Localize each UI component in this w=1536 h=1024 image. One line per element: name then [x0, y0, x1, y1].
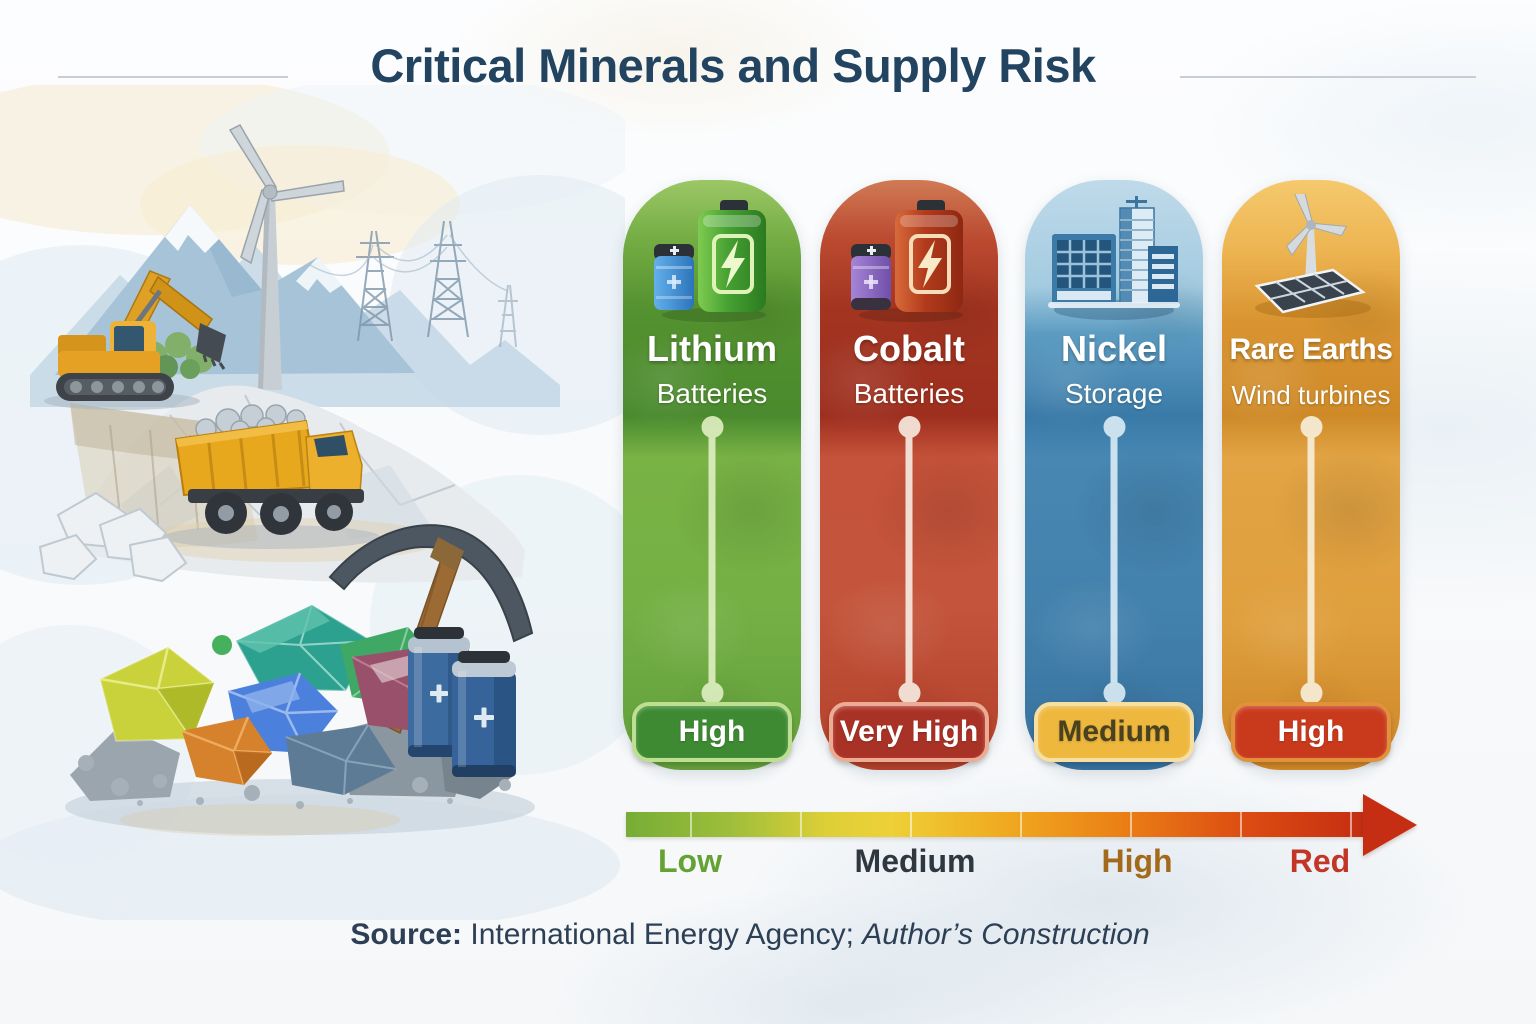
scale-label-medium: Medium — [854, 843, 976, 879]
power-pylons-illustration — [309, 220, 518, 348]
scale-label-red: Red — [1289, 843, 1351, 879]
cobalt-battery-icon — [851, 200, 963, 322]
card-mineral-name: Rare Earths — [1229, 333, 1393, 366]
card-nickel: Nickel Storage Medium — [1025, 180, 1203, 770]
risk-badge: High — [1231, 702, 1391, 762]
title-divider-right — [1180, 76, 1476, 78]
risk-badge: High — [632, 702, 792, 762]
risk-track — [708, 427, 716, 693]
card-application: Batteries — [656, 378, 768, 409]
risk-badge: Medium — [1034, 702, 1194, 762]
scale-divider — [800, 812, 802, 837]
card-mineral-name: Nickel — [1060, 328, 1168, 369]
source-agency: International Energy Agency; — [462, 918, 863, 951]
storage-facility-icon — [1048, 196, 1180, 320]
card-lithium: Lithium Batteries High — [623, 180, 801, 770]
card-cobalt: Cobalt Batteries Very High — [820, 180, 998, 770]
scale-divider — [1130, 812, 1132, 837]
excavator-illustration — [44, 270, 226, 410]
source-credit: Author’s Construction — [862, 918, 1150, 951]
card-application: Batteries — [853, 378, 965, 409]
mining-scene-illustration — [0, 85, 625, 920]
title-divider-left — [58, 76, 288, 78]
risk-track — [1307, 427, 1315, 693]
card-mineral-name: Lithium — [647, 328, 777, 369]
risk-gradient-arrow — [626, 812, 1363, 837]
scale-divider — [1240, 812, 1242, 837]
arrow-head-icon — [1363, 794, 1417, 856]
scale-divider — [1350, 812, 1352, 837]
card-rare-earths: Rare Earths Wind turbines High — [1222, 180, 1400, 770]
batteries-illustration — [408, 627, 516, 777]
risk-badge: Very High — [829, 702, 989, 762]
source-line: Source: International Energy Agency; Aut… — [0, 918, 1500, 952]
risk-track — [1110, 427, 1118, 693]
card-mineral-name: Cobalt — [853, 328, 965, 369]
card-application: Storage — [1064, 378, 1164, 409]
risk-track — [905, 427, 913, 693]
scale-divider — [1020, 812, 1022, 837]
card-application: Wind turbines — [1231, 380, 1391, 410]
scale-divider — [690, 812, 692, 837]
wind-turbine-illustration — [228, 124, 345, 390]
scale-label-low: Low — [658, 843, 722, 879]
foreground-rocks-illustration — [38, 491, 188, 583]
dump-truck-illustration — [140, 404, 440, 562]
lithium-battery-icon — [654, 200, 766, 322]
scale-label-high: High — [1101, 843, 1173, 879]
source-label: Source: — [350, 918, 463, 951]
page-title: Critical Minerals and Supply Risk — [370, 39, 1096, 92]
wind-turbine-solar-icon — [1254, 194, 1371, 318]
scale-divider — [910, 812, 912, 837]
